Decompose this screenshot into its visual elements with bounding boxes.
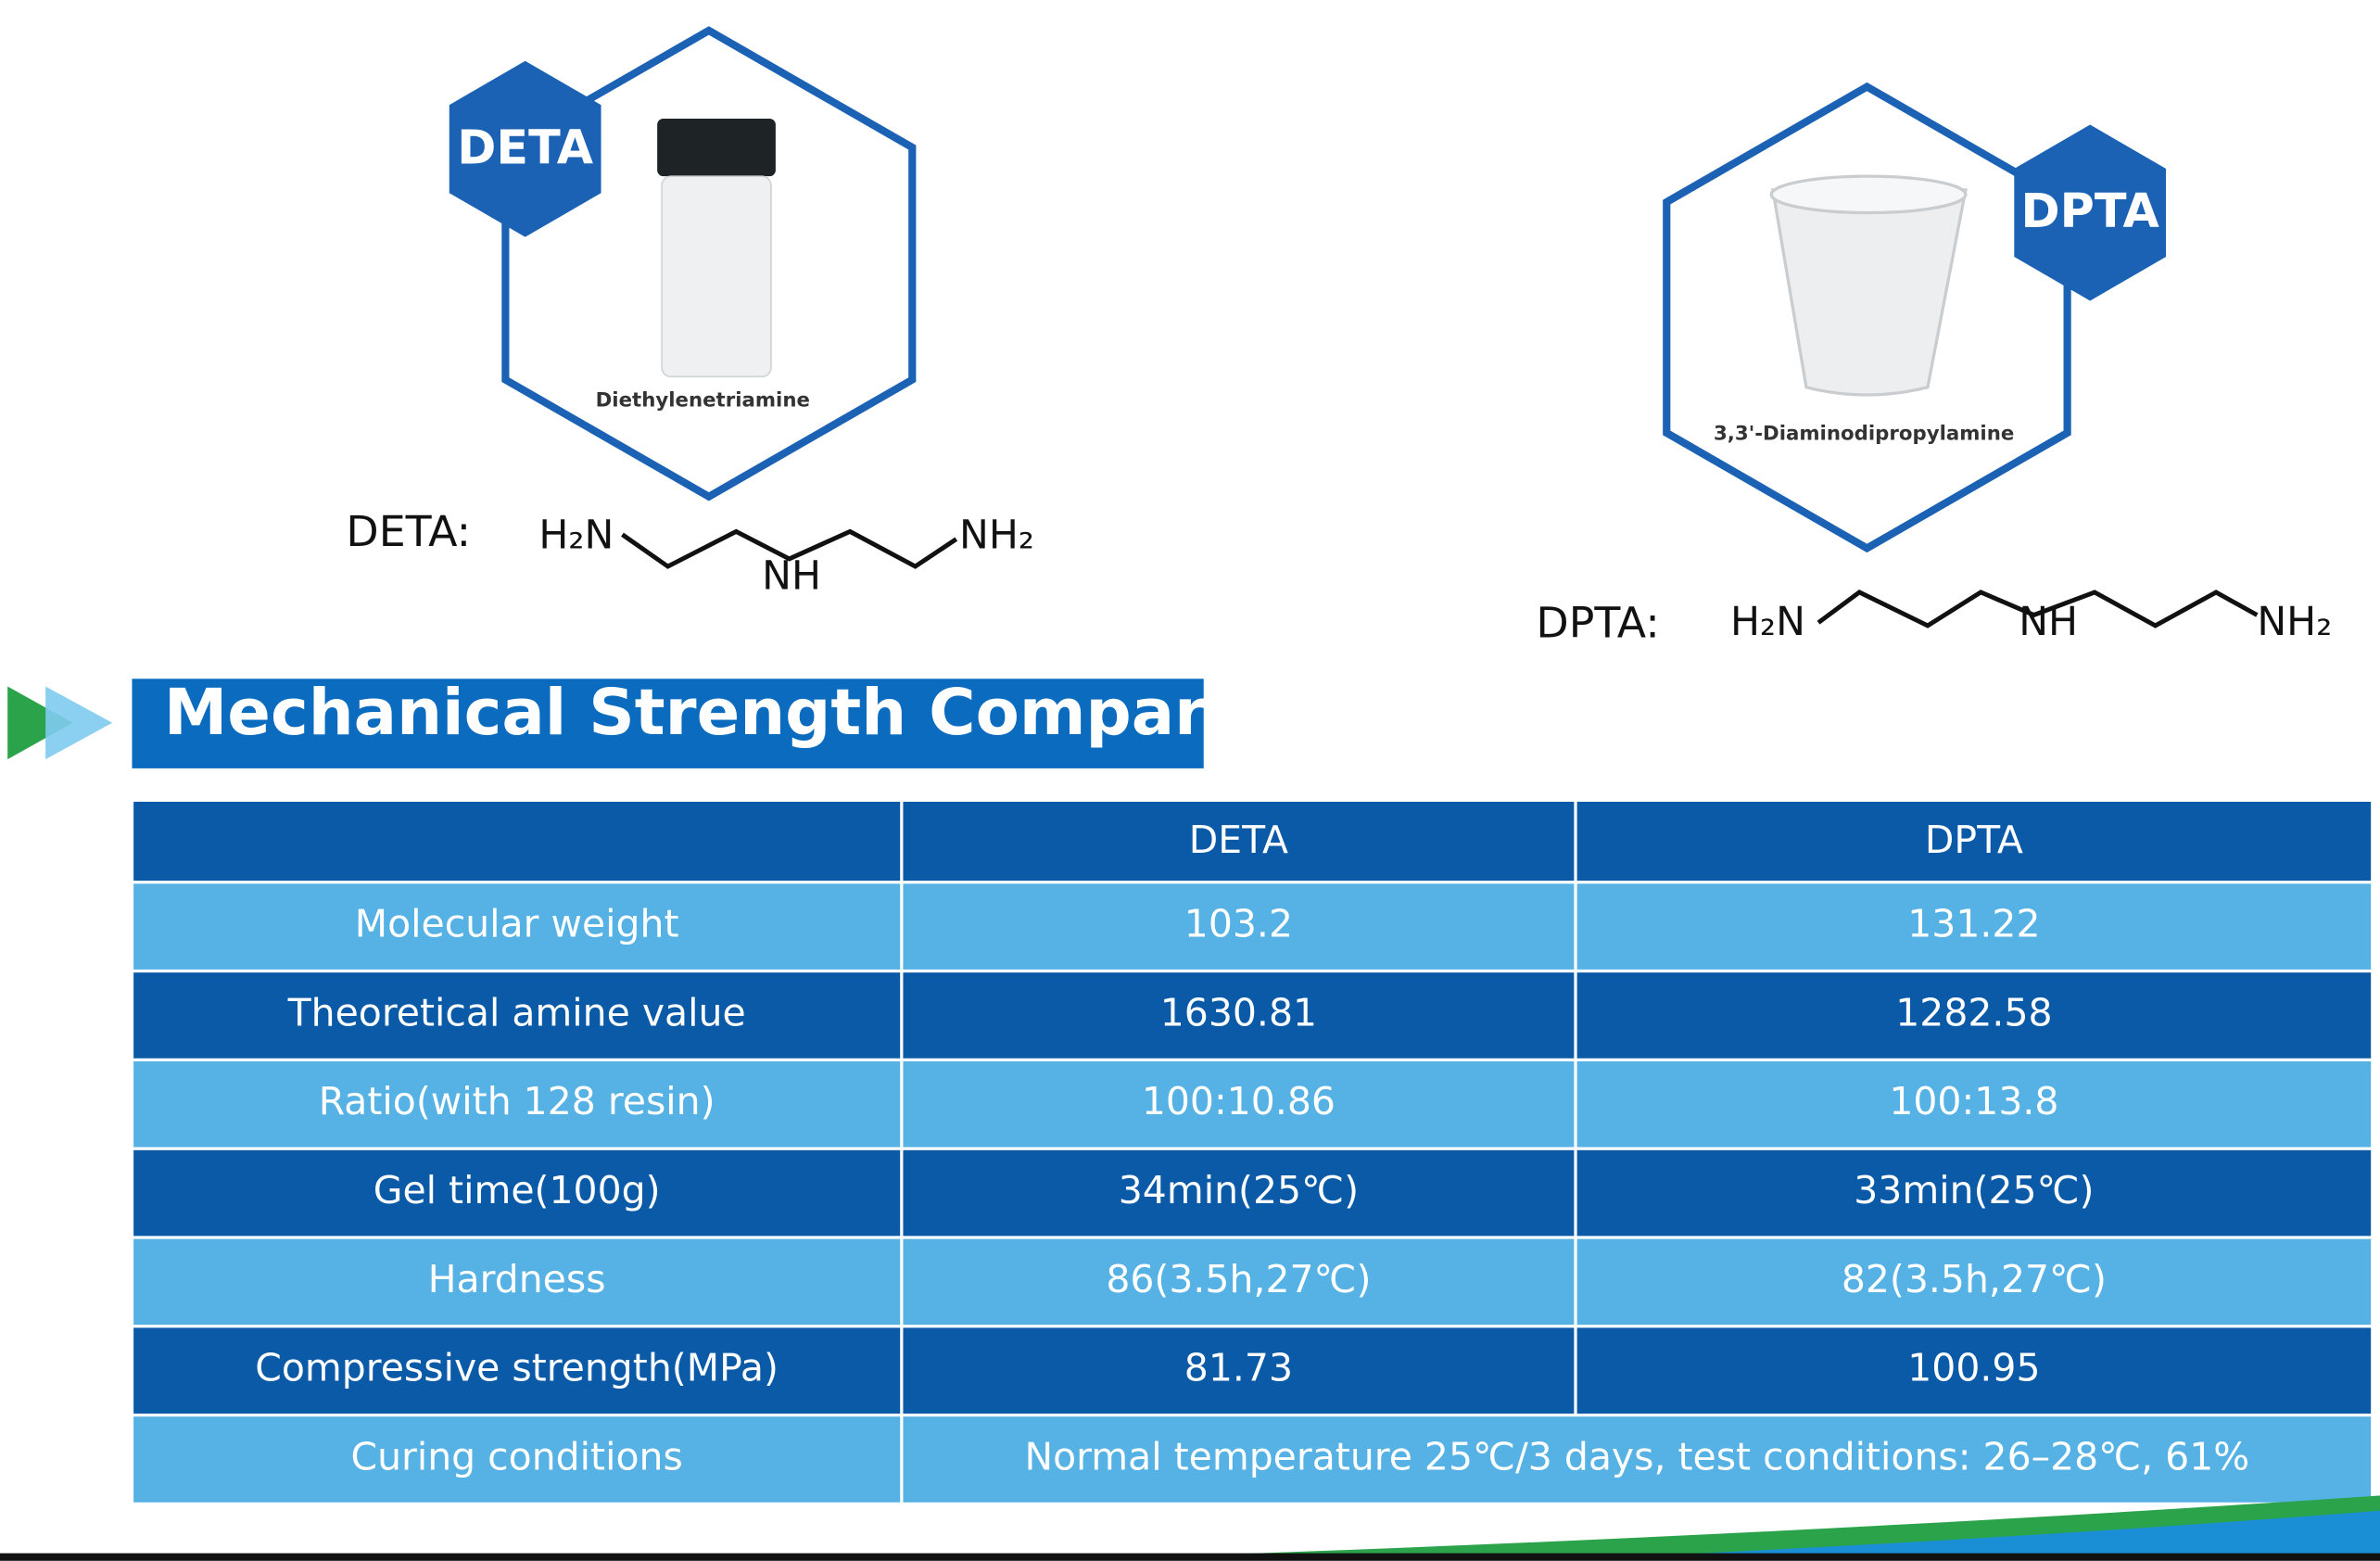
section-title: Mechanical Strength Compare <box>164 676 1249 750</box>
cell-bg <box>1576 1238 2372 1326</box>
cell-text: 81.73 <box>1184 1346 1293 1390</box>
header-cell <box>133 801 901 882</box>
cell-bg <box>133 1060 901 1148</box>
footer-swoosh <box>1669 1510 2380 1555</box>
cell-text: 100.95 <box>1907 1346 2040 1390</box>
formula-group: NH <box>762 553 821 600</box>
cell-bg <box>903 883 1575 970</box>
cell-text: 33min(25℃) <box>1854 1168 2094 1212</box>
cell-text: 82(3.5h,27℃) <box>1842 1257 2107 1301</box>
cell-text: 1630.81 <box>1160 990 1317 1034</box>
row-label: Molecular weight <box>355 902 679 946</box>
cell-text: 100:10.86 <box>1142 1079 1336 1123</box>
row-label: Gel time(100g) <box>373 1168 661 1212</box>
cell-text: 131.22 <box>1907 902 2040 946</box>
header-text: DETA <box>1189 818 1288 862</box>
bond <box>1817 590 2259 628</box>
cell-bg <box>903 1060 1575 1148</box>
cell-bg <box>903 972 1575 1059</box>
cell-bg <box>903 1327 1575 1414</box>
title-banner <box>132 679 1204 768</box>
cell-bg <box>133 1238 901 1326</box>
row-label: Compressive strength(MPa) <box>255 1346 779 1390</box>
row-label: Theoretical amine value <box>287 990 746 1034</box>
cell-bg <box>133 883 901 970</box>
cell-bg <box>133 1327 901 1414</box>
cell-bg <box>1576 1060 2372 1148</box>
formula-group: NH <box>2019 599 2078 645</box>
cell-bg <box>133 1416 901 1503</box>
cell-bg <box>133 972 901 1059</box>
vial-body <box>661 175 772 378</box>
cell-text: 103.2 <box>1184 902 1293 946</box>
cell-bg <box>903 1149 1575 1237</box>
cell-text: Normal temperature 25℃/3 days, test cond… <box>1024 1434 2249 1479</box>
formula-group: NH₂ <box>2257 599 2332 645</box>
formula-group: H₂N <box>1730 599 1805 645</box>
formula-group: NH₂ <box>959 512 1034 558</box>
cell-bg <box>903 1238 1575 1326</box>
cell-bg <box>1576 972 2372 1059</box>
badge <box>2014 124 2167 301</box>
cell-text: 1282.58 <box>1895 990 2052 1034</box>
cell-text: 86(3.5h,27℃) <box>1106 1257 1371 1301</box>
image-label: 3,3'-Diaminodipropylamine <box>1714 423 2014 446</box>
cup-rim <box>1769 174 1968 215</box>
bond <box>621 528 958 569</box>
badge-text: DETA <box>457 120 594 174</box>
arrow-icon <box>7 686 73 760</box>
arrow-icon <box>45 686 113 760</box>
cell-text: 34min(25℃) <box>1119 1168 1359 1212</box>
cup <box>1770 188 1968 397</box>
formula-label: DETA: <box>346 506 471 556</box>
badge <box>449 60 601 237</box>
cell-bg <box>1576 883 2372 970</box>
cell-bg <box>903 1416 2372 1503</box>
comparison-table: DETA DPTA Molecular weight 103.2 131.22 Theor… <box>133 801 2372 1503</box>
vial-cap <box>657 118 776 177</box>
formula-group: H₂N <box>538 512 614 558</box>
header-cell <box>1576 801 2372 882</box>
cell-bg <box>1576 1149 2372 1237</box>
badge-text: DPTA <box>2021 184 2160 238</box>
footer-line <box>0 1553 2380 1561</box>
row-label: Ratio(with 128 resin) <box>319 1079 715 1123</box>
cell-text: 100:13.8 <box>1889 1079 2058 1123</box>
row-label: Curing conditions <box>351 1434 683 1479</box>
row-label: Hardness <box>428 1257 606 1301</box>
header-cell <box>903 801 1575 882</box>
cell-bg <box>1576 1327 2372 1414</box>
formula-label: DPTA: <box>1536 597 1659 647</box>
cell-bg <box>133 1149 901 1237</box>
header-text: DPTA <box>1925 818 2023 862</box>
image-label: Diethylenetriamine <box>596 389 810 412</box>
